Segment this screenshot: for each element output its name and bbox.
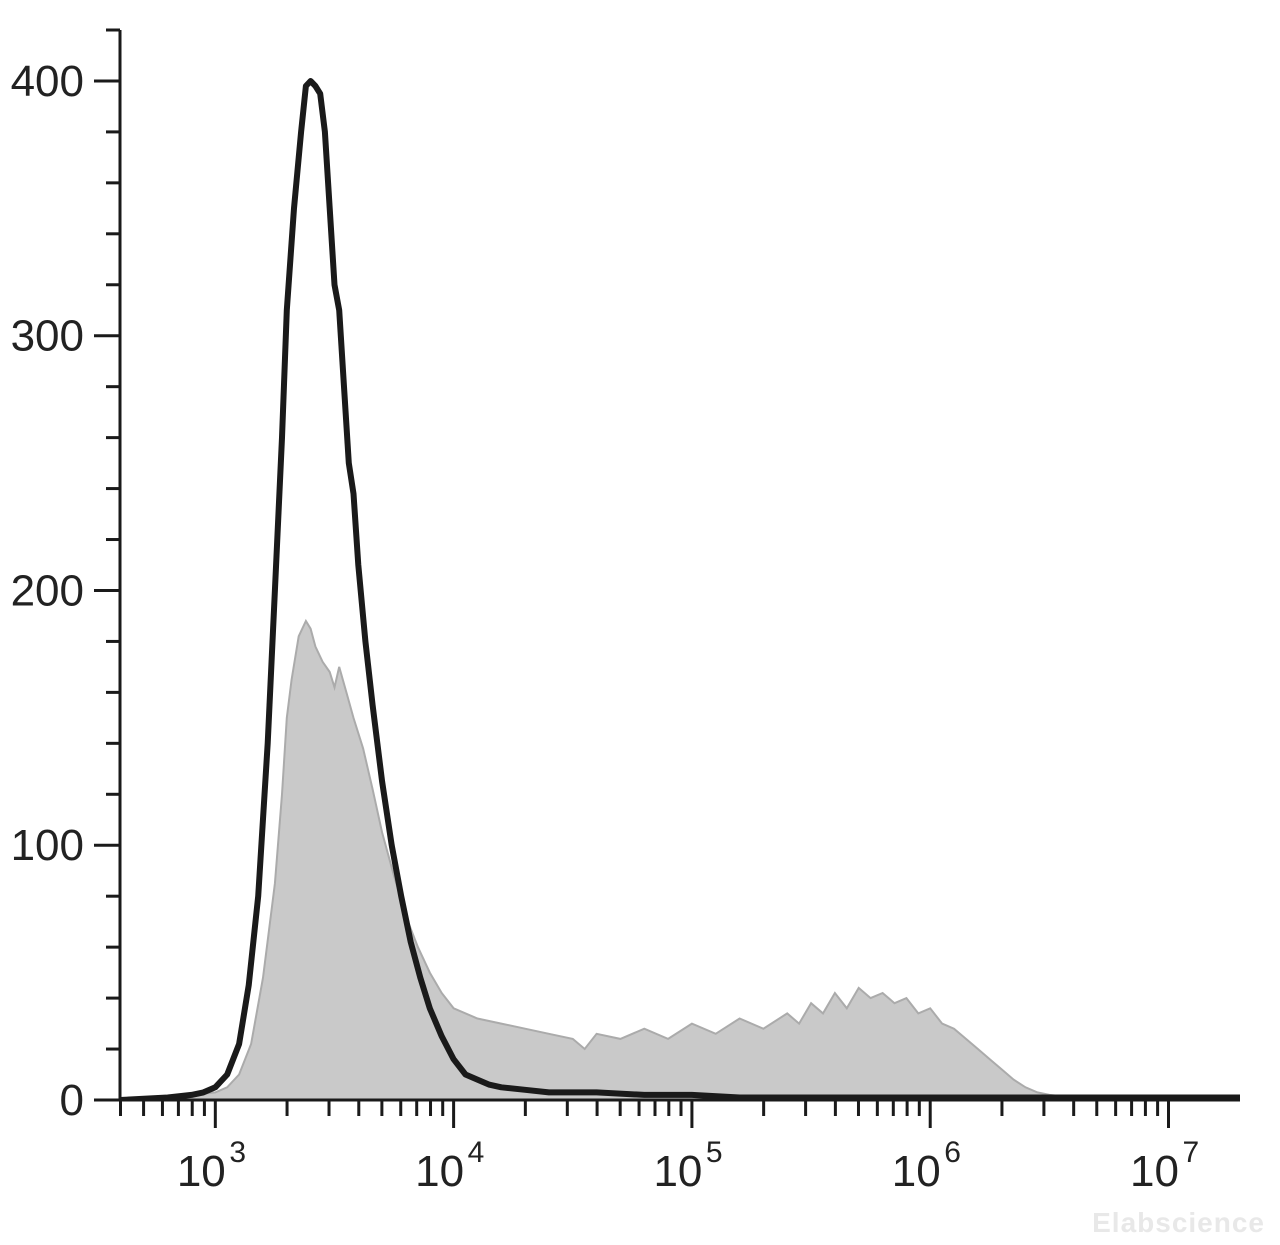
svg-text:6: 6 — [944, 1136, 961, 1169]
svg-text:10: 10 — [177, 1147, 226, 1196]
y-tick-label: 200 — [11, 566, 84, 615]
svg-text:10: 10 — [1130, 1147, 1179, 1196]
svg-text:10: 10 — [653, 1147, 702, 1196]
svg-text:3: 3 — [229, 1136, 246, 1169]
y-tick-label: 0 — [60, 1076, 84, 1125]
chart-svg: 0100200300400103104105106107Elabscience — [0, 0, 1280, 1245]
svg-text:10: 10 — [415, 1147, 464, 1196]
svg-text:7: 7 — [1183, 1136, 1200, 1169]
svg-text:10: 10 — [892, 1147, 941, 1196]
flow-cytometry-histogram: 0100200300400103104105106107Elabscience — [0, 0, 1280, 1245]
watermark: Elabscience — [1092, 1207, 1265, 1238]
svg-text:4: 4 — [468, 1136, 485, 1169]
y-tick-label: 400 — [11, 57, 84, 106]
y-tick-label: 300 — [11, 312, 84, 361]
y-tick-label: 100 — [11, 821, 84, 870]
svg-text:5: 5 — [706, 1136, 723, 1169]
